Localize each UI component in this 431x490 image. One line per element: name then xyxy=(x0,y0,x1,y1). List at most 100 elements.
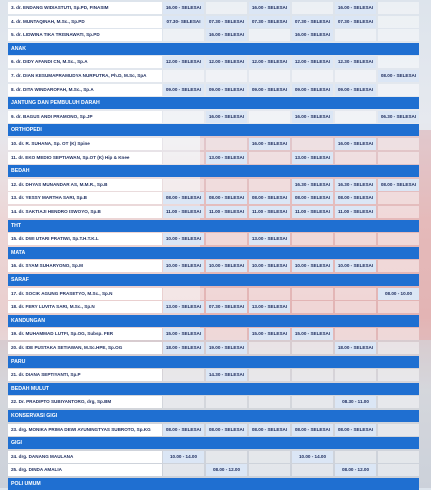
doctor-name: 11. dr. EKO MEDIO SEPTIAWAN, Sp.OT (K) H… xyxy=(8,151,162,164)
empty-slot xyxy=(163,396,204,409)
doctor-name: 7. dr. DIAN KESUMAPRAMUDYA NURPUTRA, Ph.… xyxy=(8,70,162,82)
time-slot: 08.00 - SELESAI xyxy=(249,423,290,436)
time-slot: 07.30 - SELESAI xyxy=(335,15,376,28)
time-slot: 08.00 - SELESAI xyxy=(292,192,333,205)
section-header: KANDUNGAN xyxy=(8,314,419,327)
time-slot: 08.00 - 10.00 xyxy=(378,287,419,300)
doctor-name: 25. drg. DINDA AMALIA xyxy=(8,464,162,477)
doctor-name: 8. dr. DITA WINDAROFAH, M.Sc., Sp.A xyxy=(8,83,162,96)
time-slot: 16.00 - SELESAI xyxy=(292,29,333,42)
time-slot: 13.00 - SELESAI xyxy=(249,233,290,246)
empty-slot xyxy=(206,396,247,409)
empty-slot xyxy=(249,29,290,42)
empty-slot xyxy=(249,110,290,123)
empty-slot xyxy=(292,287,333,300)
doctor-name: 4. dr. MUNTAQINAH, M.Sc., Sp.PD xyxy=(8,15,162,28)
empty-slot xyxy=(292,70,333,82)
empty-slot xyxy=(335,287,376,300)
time-slot: 16.00 - SELESAI xyxy=(163,2,204,14)
section-header: THT xyxy=(8,219,419,232)
time-slot: 19.00 - SELESAI xyxy=(206,342,247,354)
empty-slot xyxy=(206,328,247,341)
empty-slot xyxy=(206,287,247,300)
time-slot: 16.00 - SELESAI xyxy=(292,110,333,123)
empty-slot xyxy=(378,206,419,218)
time-slot: 10.00 - SELESAI xyxy=(335,260,376,273)
empty-slot xyxy=(249,151,290,164)
section-header: KONSERVASI GIGI xyxy=(8,410,419,422)
time-slot: 09.00 - SELESAI xyxy=(292,83,333,96)
time-slot: 18.00 - SELESAI xyxy=(163,342,204,354)
empty-slot xyxy=(249,342,290,354)
time-slot: 16.30 - SELESAI xyxy=(292,178,333,191)
empty-slot xyxy=(378,56,419,69)
time-slot: 10.00 - SELESAI xyxy=(292,260,333,273)
empty-slot xyxy=(206,178,247,191)
empty-slot xyxy=(206,450,247,463)
time-slot: 11.00 - SELESAI xyxy=(249,206,290,218)
empty-slot xyxy=(378,260,419,273)
doctor-name: 22. Dr. PRADIPTO SUBIYANTORO, drg, Sp.BM xyxy=(8,396,162,409)
time-slot: 09.00 - SELESAI xyxy=(335,83,376,96)
doctor-name: 9. dr. BAGUS ANDI PRAMONO, Sp.JP xyxy=(8,110,162,123)
empty-slot xyxy=(378,396,419,409)
empty-slot xyxy=(378,301,419,314)
time-slot: 07.30 - SELESAI xyxy=(292,15,333,28)
empty-slot xyxy=(378,192,419,205)
doctor-name: 16. dr. SYAM SUHARYONO, Sp.M xyxy=(8,260,162,273)
empty-slot xyxy=(378,29,419,42)
time-slot: 16.00 - SELESAI xyxy=(335,2,376,14)
time-slot: 07.30 - SELESAI xyxy=(249,15,290,28)
empty-slot xyxy=(163,29,204,42)
section-header: POLI UMUM xyxy=(8,478,419,490)
empty-slot xyxy=(378,342,419,354)
doctor-name: 19. dr. MUHAMMAD LUTFI, Sp.OG, Subsp. FE… xyxy=(8,328,162,341)
empty-slot xyxy=(163,138,204,150)
empty-slot xyxy=(249,178,290,191)
section-header: PARU xyxy=(8,355,419,368)
time-slot: 08.00 - 12.00 xyxy=(206,464,247,477)
empty-slot xyxy=(378,423,419,436)
time-slot: 15.00 - SELESAI xyxy=(292,328,333,341)
section-header: MATA xyxy=(8,246,419,259)
time-slot: 16.00 - SELESAI xyxy=(249,138,290,150)
time-slot: 08.00 - SELESAI xyxy=(335,192,376,205)
empty-slot xyxy=(249,464,290,477)
empty-slot xyxy=(163,464,204,477)
empty-slot xyxy=(249,287,290,300)
time-slot: 07.30- SELESAI xyxy=(163,15,204,28)
empty-slot xyxy=(292,233,333,246)
section-header: GIGI xyxy=(8,437,419,450)
empty-slot xyxy=(292,369,333,382)
doctor-name: 17. dr. SOCIK AGUNG PRASETYO, M.Sc., Sp.… xyxy=(8,287,162,300)
time-slot: 12.00 - SELESAI xyxy=(292,56,333,69)
empty-slot xyxy=(292,301,333,314)
empty-slot xyxy=(378,2,419,14)
empty-slot xyxy=(206,2,247,14)
empty-slot xyxy=(335,151,376,164)
time-slot: 16.00 - SELESAI xyxy=(206,29,247,42)
empty-slot xyxy=(249,396,290,409)
empty-slot xyxy=(206,138,247,150)
empty-slot xyxy=(163,178,204,191)
doctor-name: 18. dr. FERY LUVITA SARI, M.Sc., Sp.N xyxy=(8,301,162,314)
empty-slot xyxy=(378,15,419,28)
empty-slot xyxy=(163,287,204,300)
time-slot: 12.00 - SELESAI xyxy=(163,56,204,69)
time-slot: 13.00 - SELESAI xyxy=(292,151,333,164)
time-slot: 08.00 - SELESAI xyxy=(249,192,290,205)
empty-slot xyxy=(163,70,204,82)
time-slot: 16.00 - SELESAI xyxy=(249,2,290,14)
empty-slot xyxy=(292,138,333,150)
section-header: JANTUNG DAN PEMBULUH DARAH xyxy=(8,97,419,110)
empty-slot xyxy=(335,450,376,463)
time-slot: 15.00 - SELESAI xyxy=(163,328,204,341)
time-slot: 15.00 - SELESAI xyxy=(249,328,290,341)
empty-slot xyxy=(335,70,376,82)
empty-slot xyxy=(378,138,419,150)
time-slot: 08.00 - SELESAI xyxy=(206,192,247,205)
time-slot: 09.00 - SELESAI xyxy=(249,83,290,96)
time-slot: 10.00 - SELESAI xyxy=(206,260,247,273)
time-slot: 08.00 - SELESAI xyxy=(292,423,333,436)
empty-slot xyxy=(206,233,247,246)
